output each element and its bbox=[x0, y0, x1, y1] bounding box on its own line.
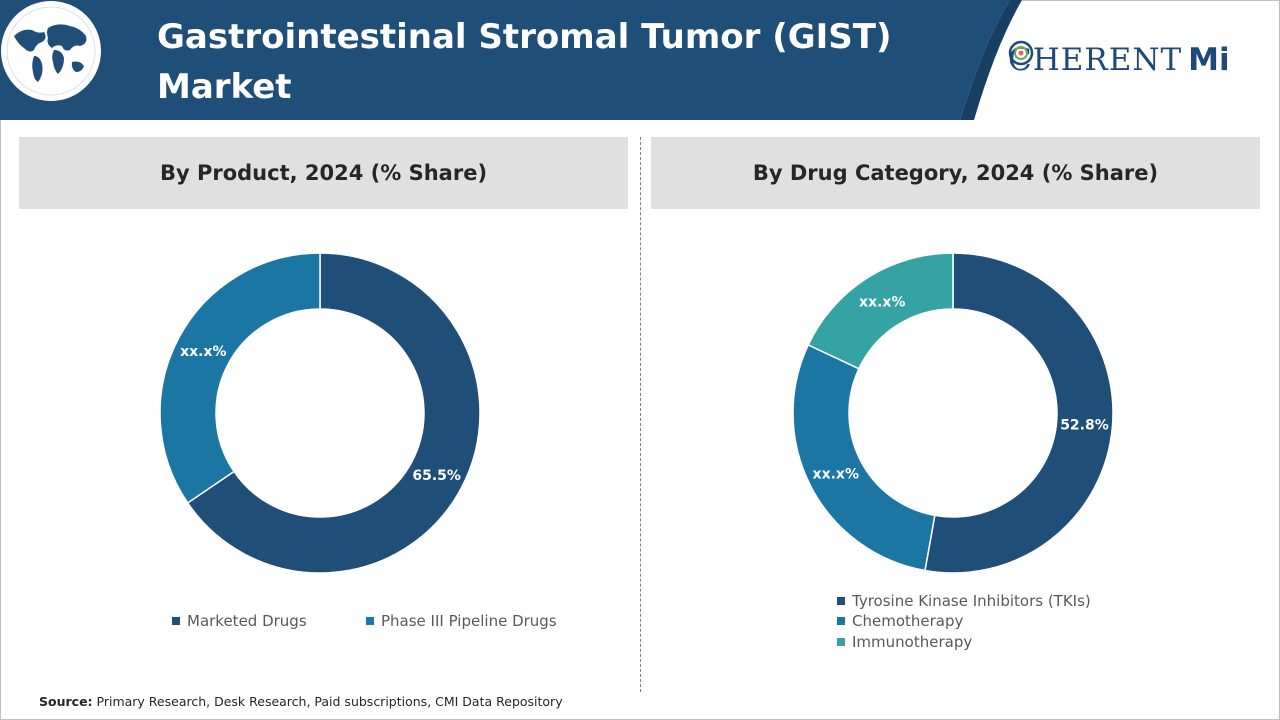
drug-category-slice-1 bbox=[792, 343, 936, 572]
legend-swatch-marketed-drugs bbox=[172, 617, 180, 625]
logo-text-post: HERENT bbox=[1032, 42, 1183, 78]
legend-label-marketed-drugs: Marketed Drugs bbox=[187, 612, 307, 630]
legend-item-phase3-pipeline: Phase III Pipeline Drugs bbox=[366, 612, 557, 630]
product-donut-chart: 65.5% xx.x% bbox=[159, 252, 481, 574]
legend-label-phase3-pipeline: Phase III Pipeline Drugs bbox=[381, 612, 557, 630]
drug-category-donut-chart: 52.8% xx.x% xx.x% bbox=[792, 252, 1114, 574]
drug-category-data-label-2: xx.x% bbox=[859, 295, 905, 311]
chart1-title: By Product, 2024 (% Share) bbox=[19, 137, 628, 209]
legend-item-marketed-drugs: Marketed Drugs bbox=[172, 612, 307, 630]
company-logo: C HERENT Mi bbox=[1008, 40, 1270, 80]
source-note: Source: Primary Research, Desk Research,… bbox=[39, 694, 563, 709]
product-slice-1 bbox=[159, 252, 321, 504]
page-title: Gastrointestinal Stromal Tumor (GIST) Ma… bbox=[157, 12, 937, 112]
legend-swatch-immunotherapy bbox=[837, 638, 845, 646]
product-slice-0 bbox=[186, 252, 481, 574]
product-data-label-0: 65.5% bbox=[412, 468, 461, 484]
source-label: Source: bbox=[39, 694, 93, 709]
legend-label-immunotherapy: Immunotherapy bbox=[852, 633, 973, 651]
header-band bbox=[0, 0, 1022, 120]
product-data-label-1: xx.x% bbox=[180, 344, 226, 360]
page-title-line2: Market bbox=[157, 67, 292, 107]
legend-item-immunotherapy: Immunotherapy bbox=[837, 633, 972, 651]
chart2-title: By Drug Category, 2024 (% Share) bbox=[651, 137, 1260, 209]
legend-swatch-tkis bbox=[837, 597, 845, 605]
source-text: Primary Research, Desk Research, Paid su… bbox=[96, 694, 563, 709]
legend-item-tkis: Tyrosine Kinase Inhibitors (TKIs) bbox=[837, 592, 1091, 610]
drug-category-data-label-1: xx.x% bbox=[813, 467, 859, 483]
legend-swatch-chemotherapy bbox=[837, 617, 845, 625]
panel-divider bbox=[640, 137, 641, 692]
legend-item-chemotherapy: Chemotherapy bbox=[837, 612, 963, 630]
globe-icon bbox=[1, 1, 101, 101]
legend-label-tkis: Tyrosine Kinase Inhibitors (TKIs) bbox=[852, 592, 1091, 610]
legend-swatch-phase3-pipeline bbox=[366, 617, 374, 625]
drug-category-data-label-0: 52.8% bbox=[1060, 418, 1109, 434]
logo-text-mi: Mi bbox=[1188, 42, 1230, 78]
drug-category-slice-2 bbox=[807, 252, 954, 370]
logo-target-icon bbox=[1008, 40, 1034, 66]
header-banner: Gastrointestinal Stromal Tumor (GIST) Ma… bbox=[0, 0, 1280, 120]
page-title-line1: Gastrointestinal Stromal Tumor (GIST) bbox=[157, 17, 892, 57]
legend-label-chemotherapy: Chemotherapy bbox=[852, 612, 964, 630]
drug-category-slice-0 bbox=[924, 252, 1114, 574]
